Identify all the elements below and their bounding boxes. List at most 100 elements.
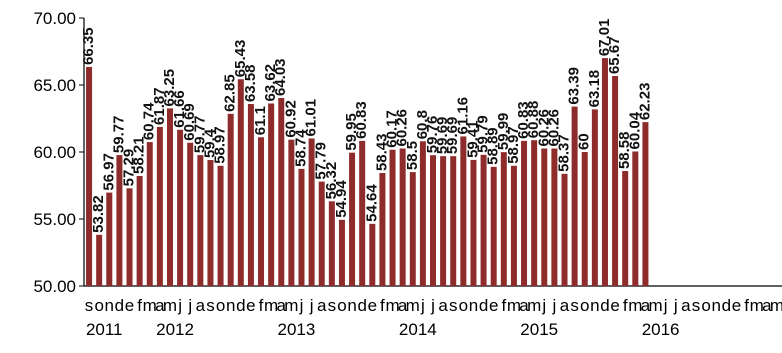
- x-tick-label: n: [469, 296, 478, 315]
- data-label: 58.97: [505, 126, 522, 164]
- bar: [642, 122, 649, 286]
- x-tick-label: m: [406, 296, 420, 315]
- x-tick-label: m: [385, 296, 399, 315]
- bar: [96, 234, 103, 286]
- data-label: 65.67: [606, 36, 623, 74]
- data-label: 60.17: [384, 110, 401, 148]
- data-label: 60.83: [515, 101, 532, 139]
- bar: [632, 151, 639, 286]
- x-tick-label: s: [85, 296, 94, 315]
- x-tick-label: e: [732, 296, 741, 315]
- x-tick-label: a: [519, 296, 529, 315]
- bar: [409, 172, 416, 286]
- data-label: 65.43: [232, 40, 249, 78]
- y-tick-label: 50.00: [33, 277, 76, 296]
- x-tick-label: j: [552, 296, 557, 315]
- data-label: 60.8: [414, 110, 431, 139]
- data-label: 59.76: [424, 116, 441, 154]
- x-tick-label: m: [648, 296, 662, 315]
- bar: [86, 66, 93, 286]
- x-tick-label: j: [541, 296, 546, 315]
- x-tick-label: s: [206, 296, 215, 315]
- data-label: 60: [576, 133, 593, 150]
- x-tick-label: j: [309, 296, 314, 315]
- data-label: 63.39: [566, 67, 583, 105]
- bar: [622, 171, 629, 286]
- bar: [288, 139, 295, 286]
- data-label: 60.83: [353, 101, 370, 139]
- data-label: 58.5: [404, 141, 421, 170]
- x-tick-label: s: [570, 296, 579, 315]
- x-tick-label: a: [317, 296, 327, 315]
- bar: [177, 129, 184, 286]
- x-tick-label: d: [115, 296, 124, 315]
- data-label: 60.88: [525, 101, 542, 139]
- data-label: 54.64: [363, 184, 380, 222]
- bar: [359, 140, 366, 286]
- data-label: 58.97: [212, 126, 229, 164]
- x-tick-label: m: [284, 296, 298, 315]
- year-label: 2014: [399, 320, 437, 339]
- x-tick-label: m: [750, 296, 764, 315]
- x-tick-label: d: [600, 296, 609, 315]
- x-tick-label: a: [560, 296, 570, 315]
- x-tick-label: n: [712, 296, 721, 315]
- data-label: 66.35: [80, 27, 97, 65]
- bar: [369, 223, 376, 286]
- x-tick-label: m: [770, 296, 782, 315]
- bar: [419, 141, 426, 286]
- x-tick-label: m: [163, 296, 177, 315]
- bar: [541, 148, 548, 286]
- bar: [450, 156, 457, 286]
- x-tick-label: d: [479, 296, 488, 315]
- data-label: 57.79: [313, 142, 330, 180]
- bar: [500, 152, 507, 286]
- bar: [531, 140, 538, 286]
- bar: [510, 165, 517, 286]
- data-label: 61.66: [171, 90, 188, 128]
- data-label: 59.95: [343, 113, 360, 151]
- data-label: 67.01: [596, 19, 613, 57]
- bar: [237, 79, 244, 286]
- x-tick-label: j: [299, 296, 304, 315]
- bar: [217, 165, 224, 286]
- x-tick-label: m: [264, 296, 278, 315]
- x-tick-label: f: [380, 296, 385, 315]
- bar: [116, 155, 123, 286]
- data-label: 61.1: [252, 106, 269, 135]
- x-tick-label: a: [681, 296, 691, 315]
- bar: [561, 173, 568, 286]
- bar: [207, 160, 214, 286]
- x-tick-label: s: [692, 296, 701, 315]
- data-label: 59.77: [110, 116, 127, 154]
- x-tick-label: a: [196, 296, 206, 315]
- x-tick-label: f: [137, 296, 142, 315]
- data-label: 59.79: [475, 115, 492, 153]
- x-tick-label: f: [744, 296, 749, 315]
- data-label: 61.16: [454, 97, 471, 135]
- bar: [258, 137, 265, 286]
- data-label: 56.97: [100, 153, 117, 191]
- x-tick-label: o: [337, 296, 346, 315]
- bar: [338, 219, 345, 286]
- data-label: 58.74: [292, 129, 309, 167]
- x-tick-label: a: [438, 296, 448, 315]
- x-tick-label: j: [177, 296, 182, 315]
- data-label: 58.21: [131, 136, 148, 174]
- x-tick-label: a: [155, 296, 165, 315]
- y-tick-label: 55.00: [33, 210, 76, 229]
- data-label: 58.58: [616, 131, 633, 169]
- x-tick-label: d: [236, 296, 245, 315]
- bar: [601, 58, 608, 287]
- bar: [591, 109, 598, 286]
- x-tick-label: o: [459, 296, 468, 315]
- bar: [460, 136, 467, 286]
- bar: [227, 113, 234, 286]
- data-label: 53.82: [90, 195, 107, 233]
- data-label: 62.85: [222, 74, 239, 112]
- year-label: 2016: [642, 320, 680, 339]
- bar: [298, 168, 305, 286]
- data-label: 56.32: [323, 162, 340, 200]
- bar: [430, 155, 436, 286]
